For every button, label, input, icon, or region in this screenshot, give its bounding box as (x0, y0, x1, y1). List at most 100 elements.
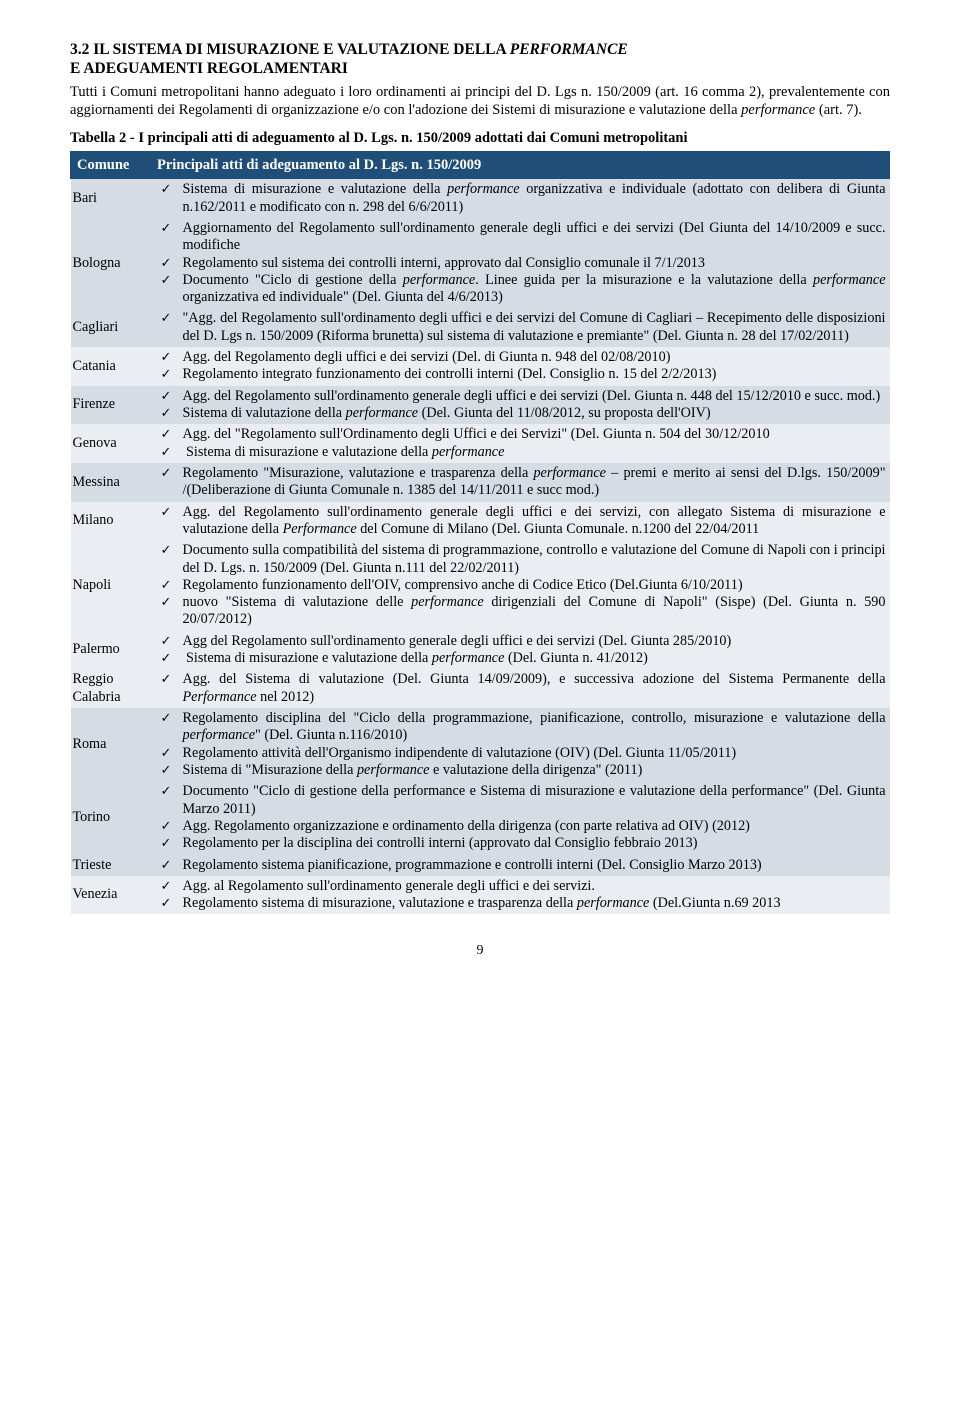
items-list: Agg. al Regolamento sull'ordinamento gen… (155, 878, 886, 913)
list-item: Regolamento sistema di misurazione, valu… (177, 895, 886, 912)
items-cell: Documento sulla compatibilità del sistem… (151, 540, 890, 631)
city-cell: Reggio Calabria (71, 669, 151, 708)
list-item: Regolamento "Misurazione, valutazione e … (177, 465, 886, 500)
intro-paragraph: Tutti i Comuni metropolitani hanno adegu… (70, 83, 890, 119)
list-item: Agg. del "Regolamento sull'Ordinamento d… (177, 426, 886, 443)
list-item: Agg. del Regolamento sull'ordinamento ge… (177, 504, 886, 539)
list-item: nuovo "Sistema di valutazione delle perf… (177, 594, 886, 629)
items-list: Agg. del Sistema di valutazione (Del. Gi… (155, 671, 886, 706)
table-caption: Tabella 2 - I principali atti di adeguam… (70, 129, 890, 147)
items-cell: Regolamento disciplina del "Ciclo della … (151, 708, 890, 781)
city-cell: Napoli (71, 540, 151, 631)
atti-table: Comune Principali atti di adeguamento al… (70, 151, 890, 914)
table-row: Palermo Agg del Regolamento sull'ordiname… (71, 631, 890, 670)
intro-perf: performance (741, 102, 815, 118)
table-row: Bari Sistema di misurazione e valutazione… (71, 179, 890, 218)
items-list: Documento sulla compatibilità del sistem… (155, 542, 886, 629)
city-cell: Bari (71, 179, 151, 218)
city-cell: Palermo (71, 631, 151, 670)
table-row: Trieste Regolamento sistema pianificazion… (71, 855, 890, 876)
items-cell: Agg. del Regolamento degli uffici e dei … (151, 347, 890, 386)
city-cell: Firenze (71, 386, 151, 425)
list-item: Regolamento disciplina del "Ciclo della … (177, 710, 886, 745)
list-item: Sistema di misurazione e valutazione del… (177, 444, 886, 461)
table-row: Roma Regolamento disciplina del "Ciclo de… (71, 708, 890, 781)
list-item: "Agg. del Regolamento sull'ordinamento d… (177, 310, 886, 345)
city-cell: Catania (71, 347, 151, 386)
items-cell: Agg. del Regolamento sull'ordinamento ge… (151, 502, 890, 541)
city-cell: Trieste (71, 855, 151, 876)
list-item: Regolamento per la disciplina dei contro… (177, 835, 886, 852)
city-cell: Milano (71, 502, 151, 541)
list-item: Documento sulla compatibilità del sistem… (177, 542, 886, 577)
intro-text-b: (art. 7). (815, 102, 862, 118)
table-row: Milano Agg. del Regolamento sull'ordiname… (71, 502, 890, 541)
th-atti: Principali atti di adeguamento al D. Lgs… (151, 152, 890, 179)
list-item: Regolamento attività dell'Organismo indi… (177, 745, 886, 762)
list-item: Sistema di valutazione della performance… (177, 405, 886, 422)
table-row: Messina Regolamento "Misurazione, valutaz… (71, 463, 890, 502)
items-cell: Sistema di misurazione e valutazione del… (151, 179, 890, 218)
list-item: Sistema di misurazione e valutazione del… (177, 650, 886, 667)
th-comune: Comune (71, 152, 151, 179)
heading-part2: E ADEGUAMENTI REGOLAMENTARI (70, 60, 348, 77)
table-row: Torino Documento "Ciclo di gestione della… (71, 781, 890, 854)
table-row: Firenze Agg. del Regolamento sull'ordinam… (71, 386, 890, 425)
items-cell: Documento "Ciclo di gestione della perfo… (151, 781, 890, 854)
list-item: Agg. del Sistema di valutazione (Del. Gi… (177, 671, 886, 706)
items-cell: Regolamento "Misurazione, valutazione e … (151, 463, 890, 502)
items-cell: Regolamento sistema pianificazione, prog… (151, 855, 890, 876)
items-cell: Agg del Regolamento sull'ordinamento gen… (151, 631, 890, 670)
list-item: Agg. del Regolamento degli uffici e dei … (177, 349, 886, 366)
table-body: Bari Sistema di misurazione e valutazione… (71, 179, 890, 915)
items-list: Regolamento "Misurazione, valutazione e … (155, 465, 886, 500)
city-cell: Venezia (71, 876, 151, 915)
list-item: Documento "Ciclo di gestione della perfo… (177, 783, 886, 818)
items-cell: Agg. del Regolamento sull'ordinamento ge… (151, 386, 890, 425)
list-item: Aggiornamento del Regolamento sull'ordin… (177, 220, 886, 255)
items-cell: Agg. del Sistema di valutazione (Del. Gi… (151, 669, 890, 708)
list-item: Regolamento sul sistema dei controlli in… (177, 255, 886, 272)
heading-italic: PERFORMANCE (510, 41, 628, 58)
table-row: Genova Agg. del "Regolamento sull'Ordinam… (71, 424, 890, 463)
items-list: Agg. del "Regolamento sull'Ordinamento d… (155, 426, 886, 461)
table-row: Napoli Documento sulla compatibilità del … (71, 540, 890, 631)
city-cell: Messina (71, 463, 151, 502)
list-item: Sistema di misurazione e valutazione del… (177, 181, 886, 216)
list-item: Documento "Ciclo di gestione della perfo… (177, 272, 886, 307)
items-list: Regolamento disciplina del "Ciclo della … (155, 710, 886, 779)
city-cell: Roma (71, 708, 151, 781)
items-list: Agg. del Regolamento degli uffici e dei … (155, 349, 886, 384)
heading-part1: 3.2 IL SISTEMA DI MISURAZIONE E VALUTAZI… (70, 41, 510, 58)
table-row: Catania Agg. del Regolamento degli uffici… (71, 347, 890, 386)
list-item: Agg del Regolamento sull'ordinamento gen… (177, 633, 886, 650)
items-list: Sistema di misurazione e valutazione del… (155, 181, 886, 216)
list-item: Sistema di "Misurazione della performanc… (177, 762, 886, 779)
items-list: Agg. del Regolamento sull'ordinamento ge… (155, 388, 886, 423)
city-cell: Bologna (71, 218, 151, 309)
items-cell: Agg. del "Regolamento sull'Ordinamento d… (151, 424, 890, 463)
list-item: Agg. Regolamento organizzazione e ordina… (177, 818, 886, 835)
list-item: Regolamento integrato funzionamento dei … (177, 366, 886, 383)
page-number: 9 (70, 942, 890, 960)
table-row: Bologna Aggiornamento del Regolamento sul… (71, 218, 890, 309)
items-list: "Agg. del Regolamento sull'ordinamento d… (155, 310, 886, 345)
city-cell: Genova (71, 424, 151, 463)
items-list: Agg. del Regolamento sull'ordinamento ge… (155, 504, 886, 539)
items-list: Documento "Ciclo di gestione della perfo… (155, 783, 886, 852)
list-item: Regolamento funzionamento dell'OIV, comp… (177, 577, 886, 594)
city-cell: Torino (71, 781, 151, 854)
list-item: Regolamento sistema pianificazione, prog… (177, 857, 886, 874)
city-cell: Cagliari (71, 308, 151, 347)
list-item: Agg. al Regolamento sull'ordinamento gen… (177, 878, 886, 895)
list-item: Agg. del Regolamento sull'ordinamento ge… (177, 388, 886, 405)
table-row: Reggio Calabria Agg. del Sistema di valut… (71, 669, 890, 708)
table-row: Cagliari "Agg. del Regolamento sull'ordin… (71, 308, 890, 347)
section-heading: 3.2 IL SISTEMA DI MISURAZIONE E VALUTAZI… (70, 40, 890, 79)
items-cell: Aggiornamento del Regolamento sull'ordin… (151, 218, 890, 309)
items-list: Aggiornamento del Regolamento sull'ordin… (155, 220, 886, 307)
items-list: Regolamento sistema pianificazione, prog… (155, 857, 886, 874)
items-cell: Agg. al Regolamento sull'ordinamento gen… (151, 876, 890, 915)
items-list: Agg del Regolamento sull'ordinamento gen… (155, 633, 886, 668)
table-row: Venezia Agg. al Regolamento sull'ordiname… (71, 876, 890, 915)
